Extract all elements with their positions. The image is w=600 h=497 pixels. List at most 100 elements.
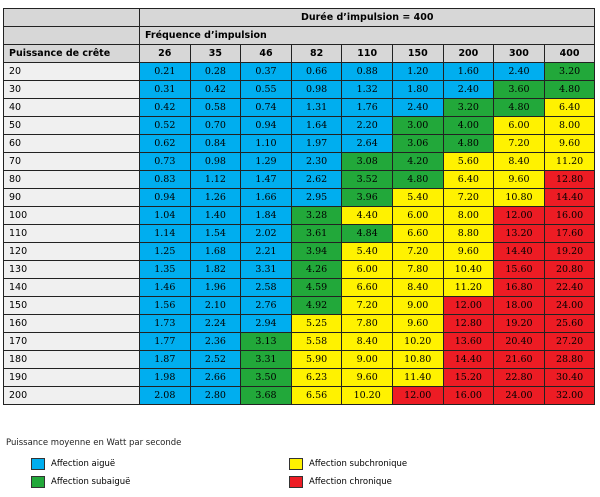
value-cell: 0.31	[139, 80, 191, 99]
value-cell: 1.98	[139, 368, 191, 387]
value-cell: 2.10	[189, 296, 242, 315]
peak-power-cell: 50	[3, 116, 140, 135]
value-cell: 1.29	[240, 152, 292, 171]
value-cell: 2.24	[189, 314, 242, 333]
value-cell: 11.20	[442, 278, 495, 297]
value-cell: 3.96	[341, 188, 393, 207]
table-row: 180 1.87 2.52 3.31 5.90 9.00 10.80 14.40 21.60 28…	[3, 350, 596, 369]
value-cell: 1.12	[189, 170, 242, 189]
table-row: 70 0.73 0.98 1.29 2.30 3.08 4.20 5.60 8.40 11.20	[3, 152, 596, 171]
peak-power-cell: 70	[3, 152, 140, 171]
value-cell: 2.94	[240, 314, 292, 333]
peak-power-cell: 100	[3, 206, 140, 225]
table-row: 20 0.21 0.28 0.37 0.66 0.88 1.20 1.60 2.40 3.20	[3, 62, 596, 81]
value-cell: 12.80	[442, 314, 495, 333]
value-cell: 3.94	[290, 242, 343, 261]
value-cell: 3.50	[240, 368, 292, 387]
value-cell: 5.25	[290, 314, 343, 333]
value-cell: 1.97	[290, 134, 343, 153]
value-cell: 7.20	[391, 242, 444, 261]
value-cell: 3.60	[493, 80, 545, 99]
value-cell: 13.60	[442, 332, 495, 351]
frequency-header: 200	[442, 44, 495, 63]
value-cell: 19.20	[543, 242, 596, 261]
value-cell: 1.87	[139, 350, 191, 369]
peak-power-cell: 80	[3, 170, 140, 189]
value-cell: 4.40	[341, 206, 393, 225]
duration-title: Durée d’impulsion = 400	[138, 8, 596, 27]
value-cell: 3.61	[290, 224, 343, 243]
value-cell: 1.68	[189, 242, 242, 261]
corner-blank	[3, 8, 140, 27]
value-cell: 5.40	[341, 242, 393, 261]
frequency-header: 300	[493, 44, 545, 63]
table-row: 130 1.35 1.82 3.31 4.26 6.00 7.80 10.40 15.60 20.…	[3, 260, 596, 279]
value-cell: 2.58	[240, 278, 292, 297]
value-cell: 2.40	[442, 80, 495, 99]
value-cell: 2.76	[240, 296, 292, 315]
value-cell: 16.00	[543, 206, 596, 225]
value-cell: 1.60	[442, 62, 495, 81]
value-cell: 9.60	[543, 134, 596, 153]
value-cell: 1.47	[240, 170, 292, 189]
frequency-header: 150	[391, 44, 444, 63]
table-row: 60 0.62 0.84 1.10 1.97 2.64 3.06 4.80 7.20 9.60	[3, 134, 596, 153]
frequency-header: 35	[189, 44, 242, 63]
value-cell: 12.00	[391, 386, 444, 405]
table-row: 110 1.14 1.54 2.02 3.61 4.84 6.60 8.80 13.20 17.6…	[3, 224, 596, 243]
value-cell: 3.28	[290, 206, 343, 225]
value-cell: 1.54	[189, 224, 242, 243]
value-cell: 2.08	[139, 386, 191, 405]
value-cell: 9.00	[341, 350, 393, 369]
corner-blank-2	[3, 26, 140, 45]
value-cell: 2.66	[189, 368, 242, 387]
value-cell: 1.76	[341, 98, 393, 117]
value-cell: 0.84	[189, 134, 242, 153]
value-cell: 1.82	[189, 260, 242, 279]
value-cell: 4.80	[543, 80, 596, 99]
peak-power-cell: 150	[3, 296, 140, 315]
legend-label: Affection chronique	[309, 477, 392, 487]
value-cell: 11.40	[391, 368, 444, 387]
frequency-header: 46	[240, 44, 292, 63]
value-cell: 22.40	[543, 278, 596, 297]
value-cell: 2.40	[391, 98, 444, 117]
value-cell: 2.36	[189, 332, 242, 351]
peak-power-cell: 180	[3, 350, 140, 369]
value-cell: 6.60	[341, 278, 393, 297]
value-cell: 25.60	[543, 314, 596, 333]
value-cell: 3.06	[391, 134, 444, 153]
value-cell: 28.80	[543, 350, 596, 369]
value-cell: 10.80	[493, 188, 545, 207]
value-cell: 0.94	[139, 188, 191, 207]
table-row: 190 1.98 2.66 3.50 6.23 9.60 11.40 15.20 22.80 30…	[3, 368, 596, 387]
value-cell: 5.40	[391, 188, 444, 207]
value-cell: 14.40	[493, 242, 545, 261]
legend-swatch-green	[31, 476, 45, 488]
legend-label: Affection aiguë	[51, 459, 116, 469]
value-cell: 1.46	[139, 278, 191, 297]
value-cell: 6.56	[290, 386, 343, 405]
frequency-header: 400	[543, 44, 596, 63]
value-cell: 0.42	[189, 80, 242, 99]
value-cell: 3.31	[240, 350, 292, 369]
peak-power-cell: 20	[3, 62, 140, 81]
value-cell: 18.00	[493, 296, 545, 315]
value-cell: 30.40	[543, 368, 596, 387]
value-cell: 1.64	[290, 116, 343, 135]
value-cell: 4.26	[290, 260, 343, 279]
value-cell: 3.52	[341, 170, 393, 189]
table-row: 170 1.77 2.36 3.13 5.58 8.40 10.20 13.60 20.40 27…	[3, 332, 596, 351]
value-cell: 2.40	[493, 62, 545, 81]
value-cell: 7.20	[442, 188, 495, 207]
value-cell: 5.58	[290, 332, 343, 351]
value-cell: 21.60	[493, 350, 545, 369]
value-cell: 8.40	[391, 278, 444, 297]
value-cell: 0.88	[341, 62, 393, 81]
value-cell: 24.00	[493, 386, 545, 405]
legend: Puissance moyenne en Watt par seconde Af…	[6, 438, 596, 496]
value-cell: 2.02	[240, 224, 292, 243]
peak-power-cell: 130	[3, 260, 140, 279]
value-cell: 0.28	[189, 62, 242, 81]
